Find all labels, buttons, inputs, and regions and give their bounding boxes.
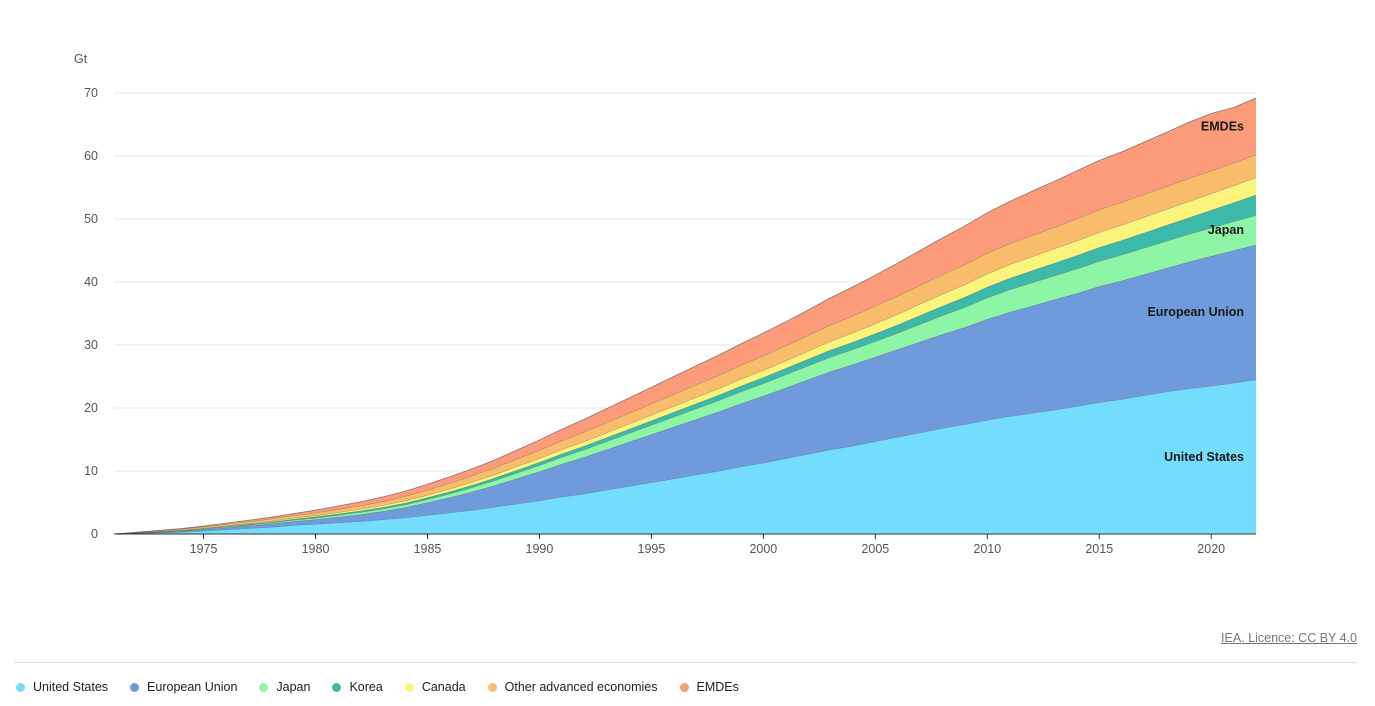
legend: United States European Union Japan Korea Can… [16, 680, 761, 694]
series-labels: United States European Union Japan EMDEs [1147, 119, 1244, 463]
y-tick-label: 40 [84, 275, 98, 289]
legend-item[interactable]: EMDEs [679, 680, 739, 694]
legend-label: Other advanced economies [504, 680, 658, 694]
area-european-union[interactable] [114, 244, 1256, 534]
legend-item[interactable]: Canada [404, 680, 466, 694]
legend-item[interactable]: Japan [259, 680, 310, 694]
y-tick-label: 30 [84, 338, 98, 352]
x-tick-label: 2000 [749, 542, 777, 556]
y-axis-unit-label: Gt [74, 52, 88, 66]
x-tick-label: 2015 [1085, 542, 1113, 556]
x-tick-label: 2010 [973, 542, 1001, 556]
x-tick-label: 2005 [861, 542, 889, 556]
legend-label: EMDEs [696, 680, 739, 694]
legend-label: Canada [421, 680, 466, 694]
series-label: Japan [1208, 223, 1244, 237]
gridlines [114, 92, 1256, 472]
legend-swatch [679, 682, 689, 692]
x-tick-label: 1975 [190, 542, 218, 556]
y-tick-label: 0 [91, 527, 98, 541]
x-tick-label: 1990 [526, 542, 554, 556]
series-label: EMDEs [1201, 119, 1244, 133]
legend-swatch [404, 682, 414, 692]
y-tick-label: 10 [84, 464, 98, 478]
x-tick-label: 1985 [414, 542, 442, 556]
y-tick-label: 20 [84, 401, 98, 415]
area-united-states[interactable] [114, 379, 1256, 534]
series-boundary-line [113, 97, 1257, 535]
legend-swatch [16, 682, 25, 692]
series-label: United States [1164, 450, 1244, 464]
legend-swatch [487, 682, 497, 692]
legend-item[interactable]: Korea [332, 680, 383, 694]
y-tick-label: 70 [84, 86, 98, 100]
legend-item[interactable]: United States [16, 680, 108, 694]
source-licence-link[interactable]: IEA. Licence: CC BY 4.0 [1221, 631, 1357, 645]
stacked-area-chart: 0 10 20 30 40 50 60 70 1975 1980 1985 1990 1995 2000 2… [74, 52, 1257, 556]
legend-label: United States [33, 680, 109, 694]
y-tick-label: 50 [84, 212, 98, 226]
axes: 0 10 20 30 40 50 60 70 1975 1980 1985 1990 1995 2000 2… [84, 86, 1256, 556]
legend-label: Japan [276, 680, 311, 694]
x-tick-label: 2020 [1197, 542, 1225, 556]
x-tick-label: 1980 [302, 542, 330, 556]
legend-label: European Union [147, 680, 238, 694]
y-tick-label: 60 [84, 149, 98, 163]
areas [113, 97, 1257, 535]
legend-divider [14, 662, 1357, 663]
legend-item[interactable]: Other advanced economies [487, 680, 658, 694]
legend-label: Korea [349, 680, 383, 694]
legend-swatch [332, 682, 342, 692]
x-tick-label: 1995 [638, 542, 666, 556]
legend-item[interactable]: European Union [130, 680, 237, 694]
legend-swatch [259, 682, 269, 692]
legend-swatch [130, 682, 140, 692]
series-label: European Union [1147, 305, 1244, 319]
